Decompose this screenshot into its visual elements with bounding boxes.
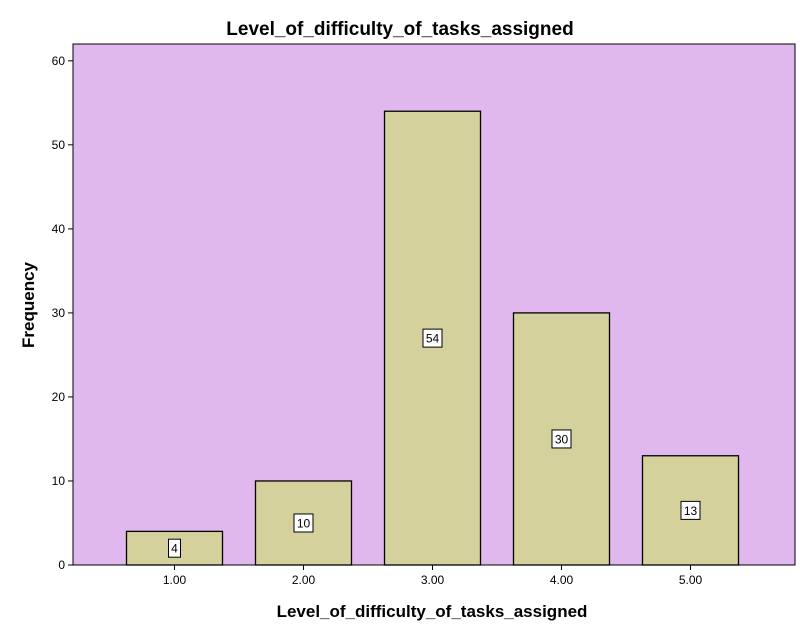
data-labels-group: 4 10 54 30 13 xyxy=(168,328,701,558)
data-label-box xyxy=(168,538,181,558)
data-label: 30 xyxy=(555,432,569,446)
data-label: 10 xyxy=(297,516,311,530)
x-tick-label: 1.00 xyxy=(163,573,187,587)
y-axis: 0 10 20 30 40 50 60 xyxy=(52,54,73,572)
y-axis-title: Frequency xyxy=(19,261,38,348)
data-label: 13 xyxy=(684,504,698,518)
y-tick-label: 30 xyxy=(52,306,66,320)
data-label: 4 xyxy=(171,542,178,556)
bars-group xyxy=(125,110,740,566)
y-tick-label: 0 xyxy=(58,558,65,572)
y-tick-label: 20 xyxy=(52,390,66,404)
data-label-box xyxy=(680,500,701,520)
data-label-box xyxy=(551,429,572,449)
y-tick-label: 10 xyxy=(52,474,66,488)
x-tick-label: 2.00 xyxy=(292,573,316,587)
x-axis: 1.00 2.00 3.00 4.00 5.00 xyxy=(163,565,703,587)
y-tick-label: 60 xyxy=(52,54,66,68)
data-label-box xyxy=(293,513,314,533)
y-tick-label: 50 xyxy=(52,138,66,152)
y-tick-label: 40 xyxy=(52,222,66,236)
chart-title: Level_of_difficulty_of_tasks_assigned xyxy=(226,19,573,40)
x-tick-label: 5.00 xyxy=(679,573,703,587)
data-label-box xyxy=(422,328,443,348)
x-axis-title: Level_of_difficulty_of_tasks_assigned xyxy=(277,602,588,621)
data-label: 54 xyxy=(426,332,440,346)
x-tick-label: 3.00 xyxy=(421,573,445,587)
x-tick-label: 4.00 xyxy=(550,573,574,587)
